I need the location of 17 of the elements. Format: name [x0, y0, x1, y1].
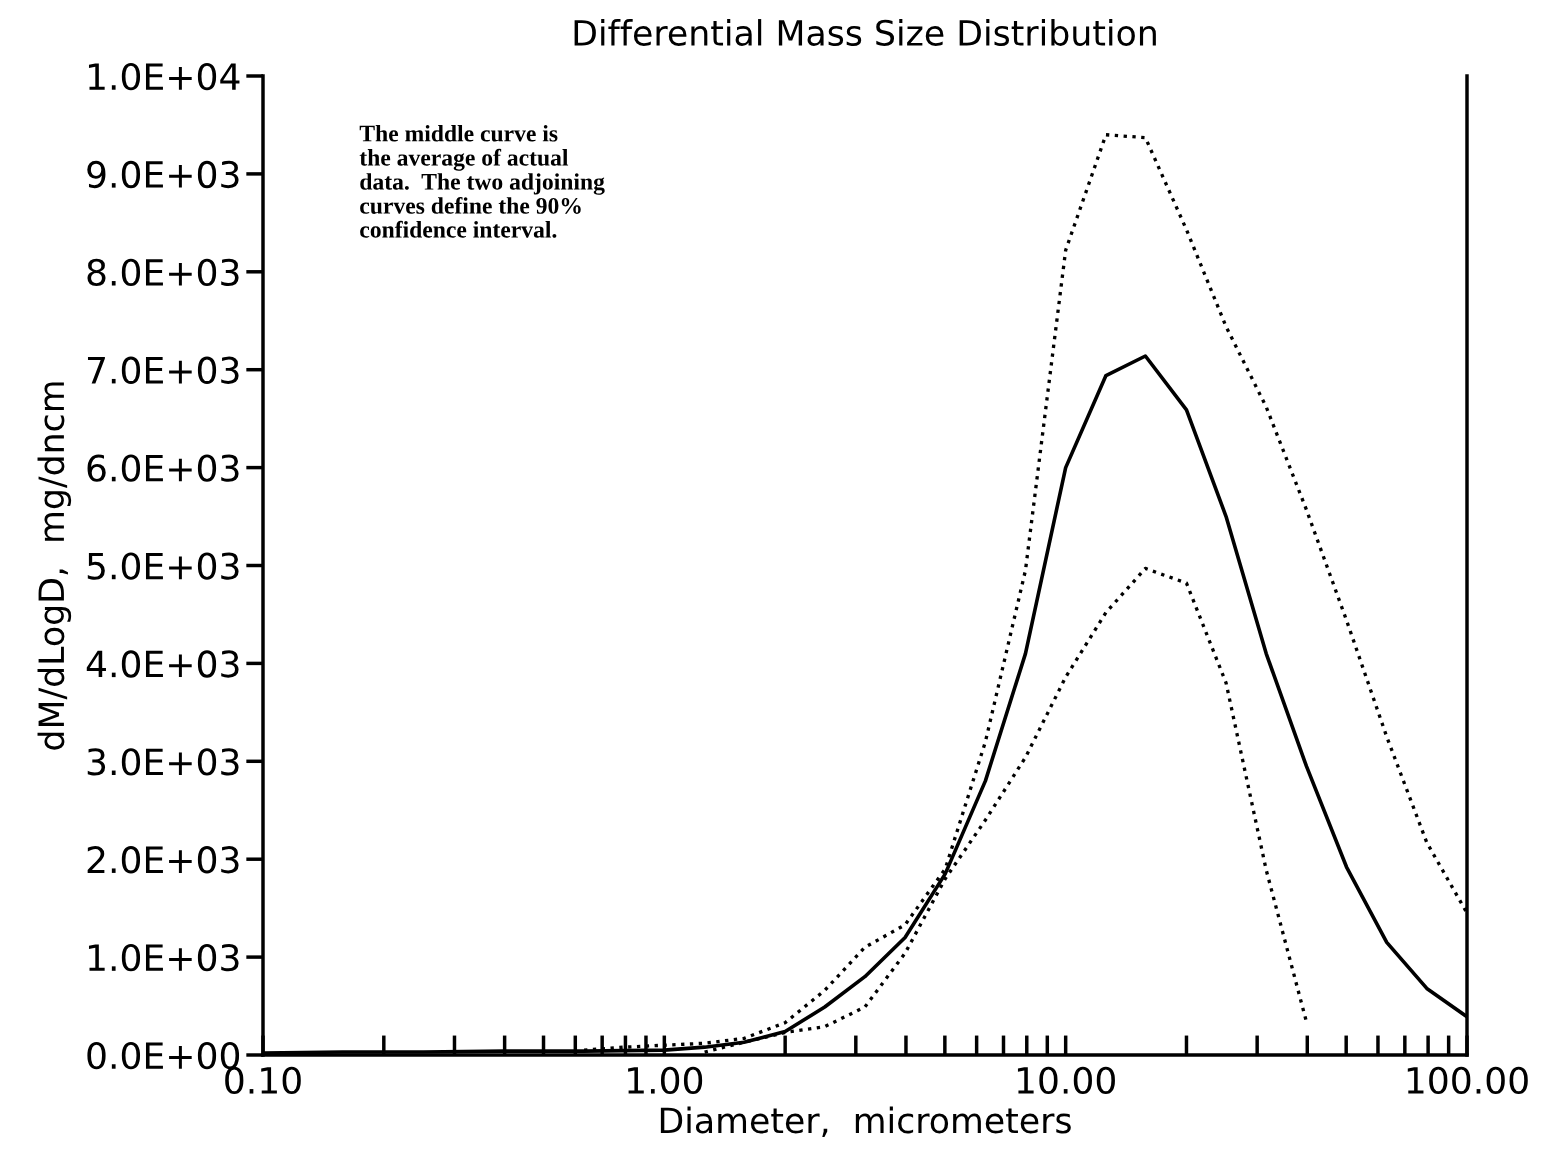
x-tick-label: 100.00 [1407, 1066, 1528, 1095]
y-tick-label: 1.0E+03 [88, 944, 239, 972]
y-tick-label: 9.0E+03 [87, 160, 239, 189]
y-tick-label: 8.0E+03 [87, 258, 239, 287]
y-axis-title: dM/dLogD, mg/dncm [37, 382, 72, 750]
y-tick-label: 2.0E+03 [87, 846, 239, 874]
x-axis-title: Diameter, micrometers [660, 1106, 1071, 1138]
y-tick-label: 5.0E+03 [87, 552, 239, 580]
x-tick-label: 10.00 [1017, 1066, 1115, 1095]
chart-title: Differential Mass Size Distribution [574, 19, 1156, 46]
y-tick-label: 1.0E+04 [88, 62, 240, 91]
x-tick-label: 1.00 [628, 1066, 703, 1095]
y-tick-label: 3.0E+03 [87, 748, 239, 776]
y-tick-label: 7.0E+03 [87, 356, 239, 384]
y-tick-label: 4.0E+03 [86, 650, 239, 678]
y-tick-label: 6.0E+03 [87, 454, 239, 482]
annotation: The middle curve is the average of actual data. The two adjoining curves define the 90% confidence interval. [359, 124, 605, 238]
